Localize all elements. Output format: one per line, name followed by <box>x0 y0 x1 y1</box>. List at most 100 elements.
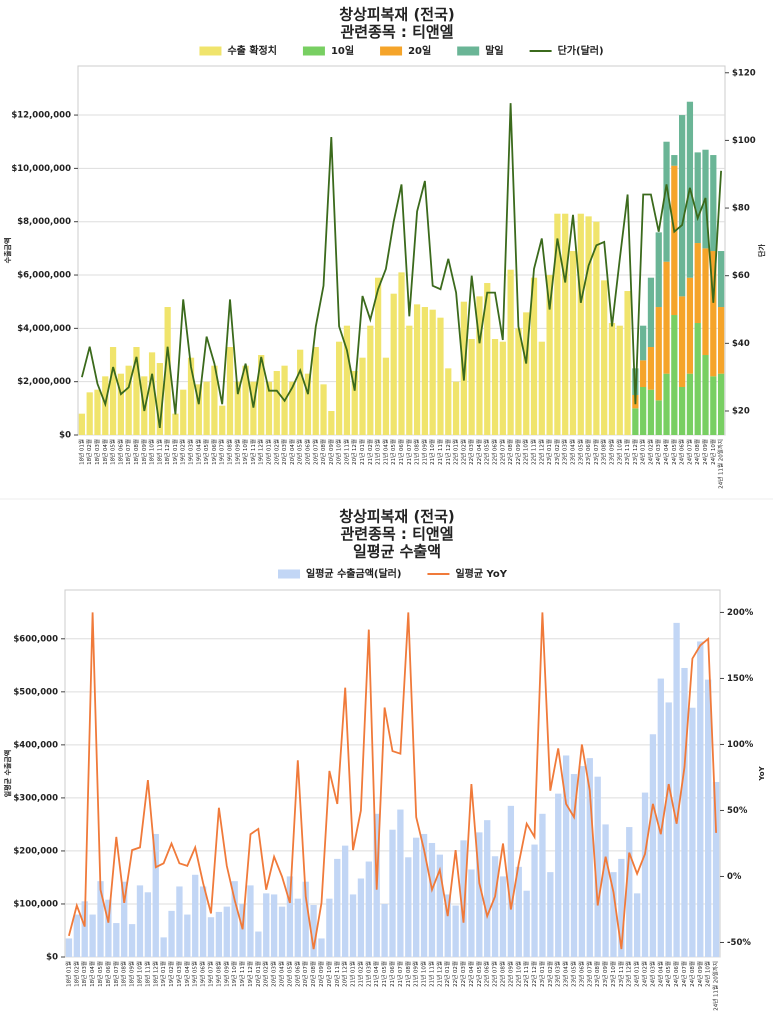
bar <box>351 371 358 435</box>
x-tick-label: 18년 10월 <box>135 961 143 987</box>
bar <box>647 347 655 390</box>
x-tick-label: 21년 07월 <box>405 439 413 465</box>
x-tick-label: 20년 06월 <box>303 439 311 465</box>
x-tick-label: 23년 08월 <box>600 439 608 465</box>
legend-swatch <box>457 46 480 56</box>
bar <box>398 272 405 435</box>
bar <box>663 261 670 374</box>
y2-axis-title: 단가 <box>757 244 766 257</box>
bar <box>312 347 319 435</box>
bar <box>121 881 128 957</box>
chart-title: 일평균 수출액 <box>353 543 441 561</box>
x-tick-label: 21년 05월 <box>380 961 388 987</box>
x-tick-label: 21년 07월 <box>396 961 404 987</box>
bar <box>577 213 584 435</box>
bar <box>109 347 117 435</box>
x-tick-label: 22년 12월 <box>530 961 538 987</box>
x-tick-label: 24년 06월 <box>672 961 680 987</box>
y-tick-label: $200,000 <box>13 846 58 856</box>
y2-tick-label: $60 <box>732 271 750 281</box>
bar <box>717 373 725 435</box>
bar <box>105 899 112 957</box>
x-tick-label: 18년 08월 <box>120 961 128 987</box>
bar <box>523 890 530 957</box>
x-tick-label: 23년 10월 <box>615 439 623 465</box>
x-tick-label: 23년 03월 <box>554 961 562 987</box>
bar <box>406 325 413 435</box>
bar <box>86 392 93 435</box>
bar <box>484 820 491 957</box>
bar <box>717 251 725 308</box>
x-tick-label: 21년 09월 <box>420 439 428 465</box>
x-tick-label: 18년 12월 <box>151 961 159 987</box>
bar <box>710 251 717 377</box>
y-tick-label: $0 <box>59 431 71 441</box>
x-tick-label: 19년 03월 <box>187 439 195 465</box>
x-tick-label: 20년 10월 <box>335 439 343 465</box>
x-tick-label: 22년 03월 <box>459 961 467 987</box>
bar <box>148 352 156 435</box>
bar <box>593 221 600 435</box>
y2-axis-title: YoY <box>758 765 766 781</box>
bar <box>250 381 257 435</box>
bar <box>649 734 657 957</box>
y-tick-label: $0 <box>46 953 58 963</box>
x-tick-label: 18년 03월 <box>80 961 88 987</box>
x-tick-label: 18년 04월 <box>101 439 109 465</box>
bar <box>705 679 712 957</box>
x-tick-label: 20년 01월 <box>254 961 262 987</box>
bar <box>624 291 631 435</box>
bar <box>530 277 538 435</box>
x-tick-label: 22년 02월 <box>451 961 459 987</box>
bar <box>616 325 623 435</box>
bar <box>618 858 625 957</box>
bar <box>152 833 159 957</box>
bar <box>136 885 144 957</box>
bar <box>365 861 372 957</box>
x-tick-label: 18년 06월 <box>116 439 124 465</box>
x-tick-label: 22년 06월 <box>483 961 491 987</box>
bar <box>219 405 226 435</box>
bar <box>289 381 296 435</box>
x-tick-label: 20년 05월 <box>285 961 293 987</box>
x-tick-label: 24년 04월 <box>662 439 670 465</box>
bar <box>73 914 80 957</box>
bar <box>671 315 678 435</box>
x-tick-label: 21년 08월 <box>404 961 412 987</box>
bar <box>125 365 132 435</box>
x-tick-label: 20년 11월 <box>342 439 350 465</box>
bar <box>641 792 649 957</box>
bar <box>265 381 273 435</box>
bar <box>655 307 662 401</box>
bar <box>349 894 357 957</box>
y-tick-label: $8,000,000 <box>17 217 71 227</box>
bar <box>278 906 286 957</box>
y2-tick-label: 100% <box>727 740 754 750</box>
x-tick-label: 20년 07월 <box>311 439 319 465</box>
x-tick-label: 21년 11월 <box>436 439 444 465</box>
bar <box>444 894 451 957</box>
legend-label: 20일 <box>408 44 431 57</box>
x-tick-label: 19년 06월 <box>199 961 207 987</box>
bar <box>655 232 662 308</box>
bar <box>673 622 680 957</box>
x-tick-label: 18년 02월 <box>72 961 80 987</box>
x-tick-label: 21년 05월 <box>389 439 397 465</box>
y2-tick-label: 0% <box>727 872 742 882</box>
legend-swatch <box>302 46 325 56</box>
bar <box>686 277 694 374</box>
bar <box>318 938 325 957</box>
x-tick-label: 23년 05월 <box>576 439 584 465</box>
x-tick-label: 21년 10월 <box>428 439 436 465</box>
bar <box>452 905 459 957</box>
y2-tick-label: 50% <box>727 806 748 816</box>
x-tick-label: 21년 11월 <box>427 961 435 987</box>
x-tick-label: 20년 03월 <box>270 961 278 987</box>
y-tick-label: $6,000,000 <box>17 271 71 281</box>
x-tick-label: 22년 01월 <box>452 439 460 465</box>
x-tick-label: 24년 11월 20일까지 <box>712 961 720 1011</box>
x-tick-label: 22년 11월 <box>522 961 530 987</box>
y2-tick-label: $120 <box>732 68 756 78</box>
x-tick-label: 22년 03월 <box>467 439 475 465</box>
bar <box>484 283 491 435</box>
